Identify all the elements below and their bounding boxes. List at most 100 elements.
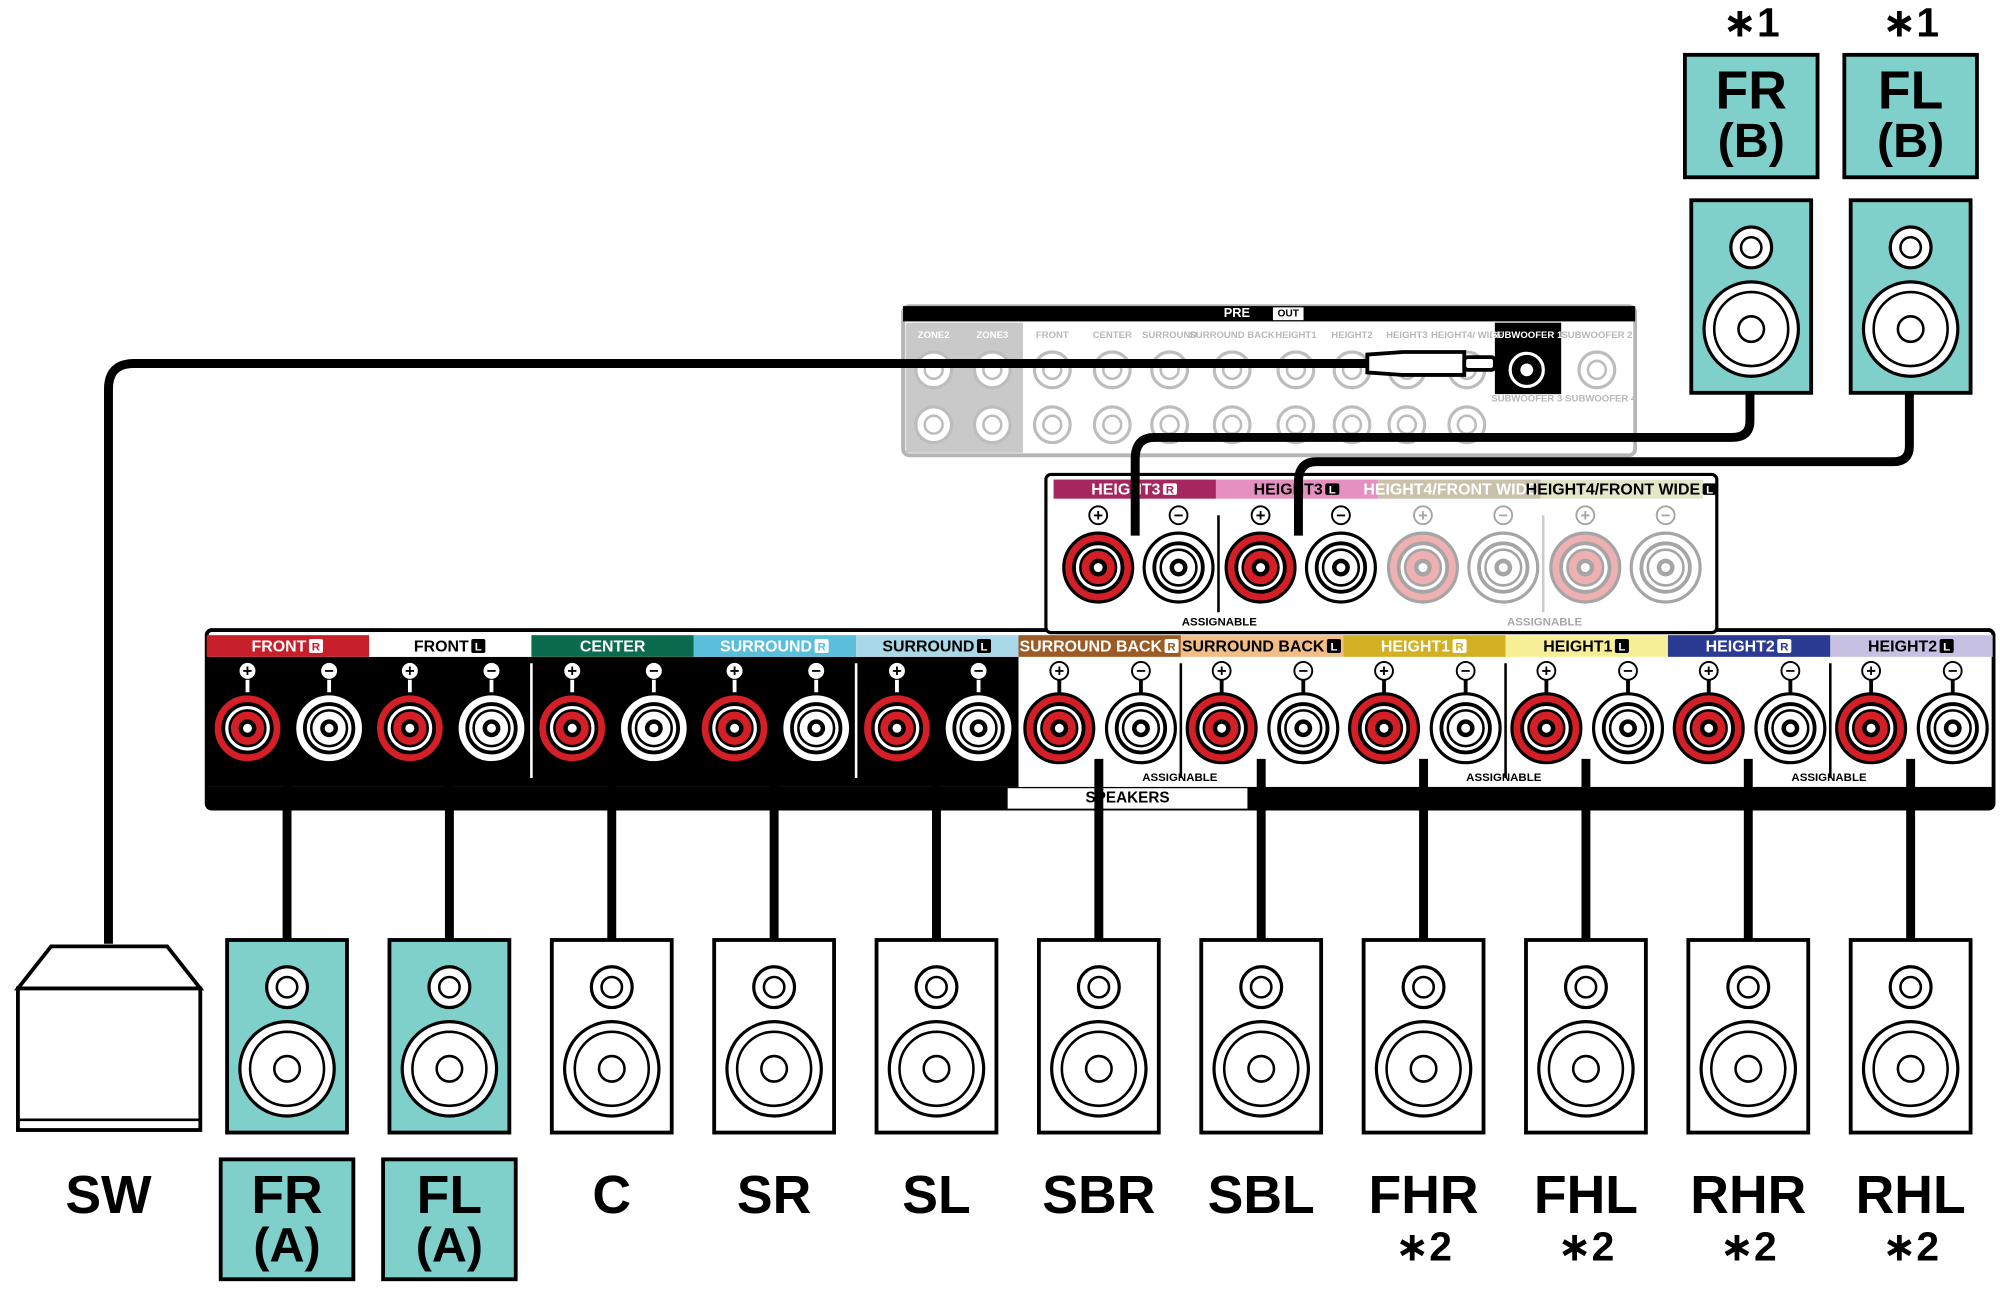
polarity-symbol: − xyxy=(649,662,659,681)
polarity-symbol: − xyxy=(811,662,821,681)
speaker xyxy=(225,938,349,1135)
speaker xyxy=(874,938,999,1135)
tweeter-dome xyxy=(1087,975,1111,999)
terminal-ring xyxy=(1396,541,1450,594)
side-letter: R xyxy=(1167,641,1176,653)
channel-label: HEIGHT3 xyxy=(1091,482,1160,499)
terminal-hole xyxy=(567,723,577,733)
terminal-outer xyxy=(1549,531,1622,604)
speakers-label-bg xyxy=(1007,788,1248,809)
polarity-symbol: + xyxy=(243,662,253,681)
pre-out-badge-text: OUT xyxy=(1277,308,1299,319)
woofer xyxy=(400,1020,499,1118)
woofer-cone xyxy=(1222,1030,1300,1108)
speaker-terminal xyxy=(1591,692,1665,765)
side-letter: L xyxy=(475,641,482,653)
terminal-hole xyxy=(1379,723,1389,733)
tweeter-dome xyxy=(1899,235,1923,259)
channel-label: SURROUND BACK xyxy=(1019,638,1162,655)
terminal-hole xyxy=(1866,723,1876,733)
rca-plug xyxy=(1365,350,1467,377)
speaker xyxy=(1199,938,1324,1135)
tweeter xyxy=(914,965,959,1010)
pre-out-jack-label: SUBWOOFER 3 xyxy=(1491,394,1562,405)
footnote-mark: ∗2 xyxy=(1557,1224,1614,1270)
speaker-label-box xyxy=(1842,52,1979,180)
channel-label: SURROUND xyxy=(720,638,812,655)
channel-header xyxy=(1378,479,1541,499)
speakers-label: SPEAKERS xyxy=(1085,789,1169,806)
woofer-cone xyxy=(1710,1030,1787,1108)
polarity-mark xyxy=(1088,505,1109,526)
terminal-hole xyxy=(1217,723,1227,733)
tweeter-dome xyxy=(925,975,948,999)
assignable-label: ASSIGNABLE xyxy=(1182,616,1258,628)
woofer-cone xyxy=(248,1030,326,1108)
channel-label: CENTER xyxy=(580,638,646,655)
channel-label: HEIGHT2 xyxy=(1706,638,1775,655)
channel-label: SURROUND xyxy=(882,638,974,655)
speaker-label: RHR xyxy=(1690,1166,1806,1225)
tweeter-dome xyxy=(600,975,624,999)
terminal-core xyxy=(1656,558,1675,577)
pre-out-jack-label: ZONE2 xyxy=(918,330,950,341)
channel-label: HEIGHT4/FRONT WIDE xyxy=(1363,482,1537,499)
polarity-symbol: − xyxy=(1461,662,1471,681)
side-letter: R xyxy=(817,641,826,653)
pre-out-jack-label: CENTER xyxy=(1093,330,1132,341)
terminal-hole xyxy=(1256,563,1266,573)
side-badge xyxy=(471,638,486,654)
speaker-label: RHL xyxy=(1856,1166,1966,1225)
rca-jack xyxy=(972,350,1012,390)
woofer-cap xyxy=(1409,1054,1438,1083)
speaker-terminal xyxy=(1224,531,1297,604)
speaker-label-box xyxy=(218,1157,356,1282)
tweeter-dome xyxy=(1736,975,1760,999)
speaker-terminal xyxy=(1754,692,1827,765)
assignable-label: ASSIGNABLE xyxy=(1507,616,1583,628)
speaker-terminal xyxy=(860,692,933,765)
terminal-hole xyxy=(1298,723,1308,733)
speaker xyxy=(549,938,674,1135)
polarity-mark xyxy=(1655,505,1676,526)
woofer xyxy=(1537,1020,1635,1118)
terminal-hole xyxy=(1948,723,1958,733)
polarity-symbol: − xyxy=(1298,662,1308,681)
speaker xyxy=(1361,938,1486,1135)
terminal-hole xyxy=(243,723,252,733)
speaker-label-box xyxy=(381,1157,518,1282)
woofer-cap xyxy=(1734,1054,1763,1083)
terminal-ring xyxy=(1477,541,1530,594)
speaker-terminal xyxy=(1549,531,1622,604)
woofer-cap xyxy=(1084,1054,1113,1083)
speaker-label: SL xyxy=(902,1166,970,1225)
subwoofer-top xyxy=(13,944,205,991)
speaker-terminal xyxy=(1916,692,1989,765)
polarity-mark xyxy=(1575,505,1596,526)
polarity-symbol: − xyxy=(1174,506,1184,525)
polarity-symbol: + xyxy=(567,662,577,681)
polarity-symbol: − xyxy=(1786,662,1796,681)
side-badge xyxy=(1325,483,1340,495)
side-letter: R xyxy=(1455,641,1464,653)
polarity-symbol: + xyxy=(1256,506,1266,525)
side-badge xyxy=(1326,638,1341,654)
woofer xyxy=(1861,280,1960,378)
speaker-terminal xyxy=(780,692,853,765)
pre-out-jack-label: ZONE3 xyxy=(976,330,1008,341)
terminal-hole xyxy=(1418,563,1428,573)
speaker xyxy=(1524,938,1648,1135)
woofer xyxy=(1050,1020,1148,1118)
terminal-hole xyxy=(1623,723,1633,733)
rca-jack xyxy=(914,350,954,390)
terminal-outer xyxy=(1629,531,1702,604)
speaker-terminal xyxy=(1267,692,1340,765)
rca-jack xyxy=(1577,350,1617,390)
terminal-hole xyxy=(1461,723,1471,733)
speaker-label: FR xyxy=(251,1166,322,1225)
polarity-symbol: + xyxy=(405,662,415,681)
speaker-terminal xyxy=(1304,531,1377,604)
woofer-cap xyxy=(1247,1054,1276,1083)
side-letter: L xyxy=(1943,641,1950,653)
terminal-hole xyxy=(974,723,984,733)
